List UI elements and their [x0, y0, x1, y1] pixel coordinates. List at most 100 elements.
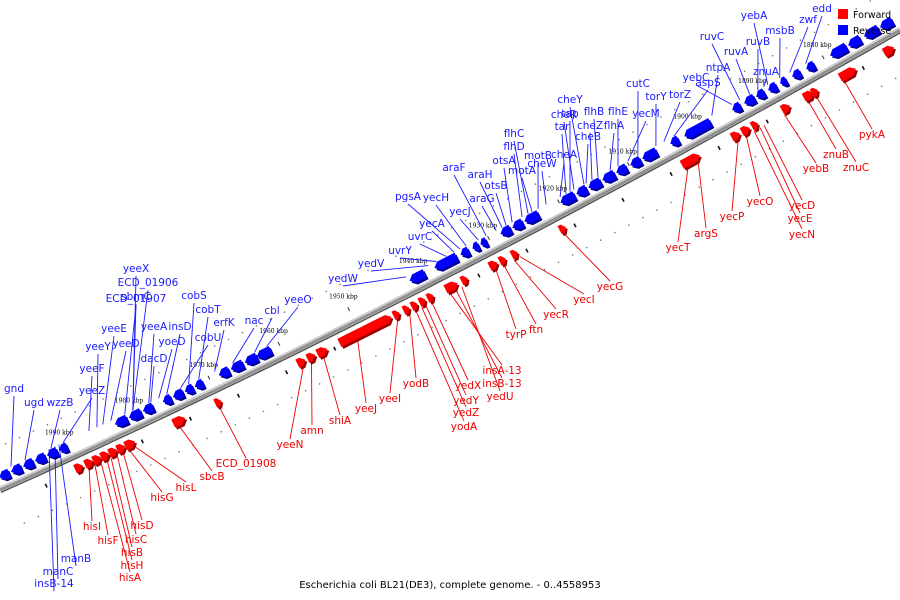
reverse-feature: [434, 252, 459, 270]
tick-mark: [207, 375, 211, 380]
reverse-feature: [780, 76, 789, 86]
gene-label-yedy: yedY: [453, 395, 479, 407]
scale-dot: [262, 410, 265, 413]
scale-dot: [688, 101, 690, 103]
leader-line: [495, 192, 507, 226]
scale-dot: [712, 178, 714, 181]
leader-line: [711, 43, 741, 101]
reverse-feature: [602, 169, 617, 182]
gene-label-yodb: yodB: [403, 378, 430, 390]
leader-line: [198, 316, 209, 380]
scale-dot: [32, 430, 35, 432]
gene-label-chey: cheY: [557, 94, 583, 106]
tick-mark: [277, 341, 281, 346]
features-layer: [0, 16, 897, 482]
scale-dot: [290, 396, 293, 399]
gene-label-yecp: yecP: [720, 211, 745, 223]
gene-label-insb-14: insB-14: [34, 578, 74, 590]
scale-dot: [51, 509, 54, 512]
scale-dot: [150, 464, 152, 466]
forward-feature: [401, 305, 410, 315]
reverse-feature: [630, 156, 643, 167]
reverse-feature: [47, 447, 59, 458]
leader-line: [513, 259, 557, 310]
gene-label-cutc: cutC: [626, 78, 650, 90]
gene-label-ruva: ruvA: [724, 46, 749, 58]
tick-label: 1980 kbp: [115, 397, 144, 404]
leader-line: [759, 127, 801, 214]
scale-dot: [417, 333, 419, 336]
scale-dot: [628, 224, 630, 226]
gene-label-yoed: yoeD: [158, 336, 185, 348]
minor-tick: [717, 145, 721, 151]
forward-feature: [213, 398, 222, 408]
reverse-feature: [670, 135, 681, 146]
leader-line: [561, 133, 567, 194]
reverse-feature: [409, 269, 427, 283]
scale-dot: [213, 345, 216, 347]
leader-line: [409, 313, 417, 379]
forward-feature: [749, 121, 758, 131]
scale-dot: [771, 54, 774, 57]
forward-feature: [417, 297, 426, 307]
forward-feature: [123, 439, 136, 451]
scale-dot: [660, 116, 662, 118]
leader-line: [425, 304, 467, 396]
reverse-feature: [792, 68, 803, 79]
scale-dot: [656, 209, 658, 211]
leader-line: [150, 365, 155, 403]
minor-tick: [44, 483, 48, 488]
leader-line: [563, 233, 611, 282]
leader-line: [128, 449, 163, 493]
scale-dot: [534, 183, 537, 185]
scale-dot: [880, 85, 883, 88]
minor-tick: [284, 370, 289, 375]
leader-line: [459, 218, 479, 241]
leader-line: [48, 449, 55, 592]
scale-dot: [332, 376, 335, 378]
scale-dot: [423, 241, 425, 243]
scale-dot: [726, 171, 728, 173]
gene-label-yech: yecH: [423, 192, 449, 204]
scale-dot: [18, 436, 21, 439]
gene-label-cobs: cobS: [181, 290, 207, 302]
leader-line: [585, 143, 589, 184]
genome-caption: Escherichia coli BL21(DE3), complete gen…: [299, 580, 601, 591]
gene-label-erfk: erfK: [213, 317, 235, 329]
scale-dot: [304, 390, 307, 392]
gene-label-yeci: yecI: [573, 294, 595, 306]
gene-label-yedv: yedV: [358, 258, 385, 270]
gene-label-flhc: flhC: [504, 128, 525, 140]
minor-tick: [861, 65, 866, 71]
minor-tick: [525, 248, 529, 253]
leader-line: [132, 275, 137, 411]
scale-dot: [520, 190, 523, 193]
scale-dot: [487, 298, 490, 300]
leader-line: [807, 100, 837, 150]
leader-line: [188, 302, 195, 385]
gene-label-yebb: yebB: [803, 163, 830, 175]
forward-feature: [739, 126, 750, 137]
scale-dot: [227, 338, 230, 341]
forward-feature: [881, 45, 894, 57]
leader-line: [843, 80, 873, 130]
gene-label-yeeo: yeeO: [284, 294, 311, 306]
scale-dot: [276, 403, 279, 406]
leader-line: [311, 362, 313, 426]
forward-feature: [443, 281, 458, 294]
gene-label-yoda: yodA: [451, 421, 478, 433]
gene-label-tar: tar: [555, 121, 571, 133]
scale-dot: [866, 93, 869, 95]
scale-dot: [785, 47, 788, 49]
leader-line: [461, 286, 501, 392]
leader-line: [673, 89, 709, 137]
leader-line: [88, 375, 93, 432]
leader-line: [399, 257, 437, 262]
tick-label: 1910 kbp: [608, 149, 637, 156]
leader-line: [180, 344, 209, 389]
leader-line: [513, 153, 523, 218]
reverse-feature: [642, 147, 659, 161]
gene-label-hisa: hisA: [119, 572, 142, 584]
leader-line: [289, 366, 304, 440]
